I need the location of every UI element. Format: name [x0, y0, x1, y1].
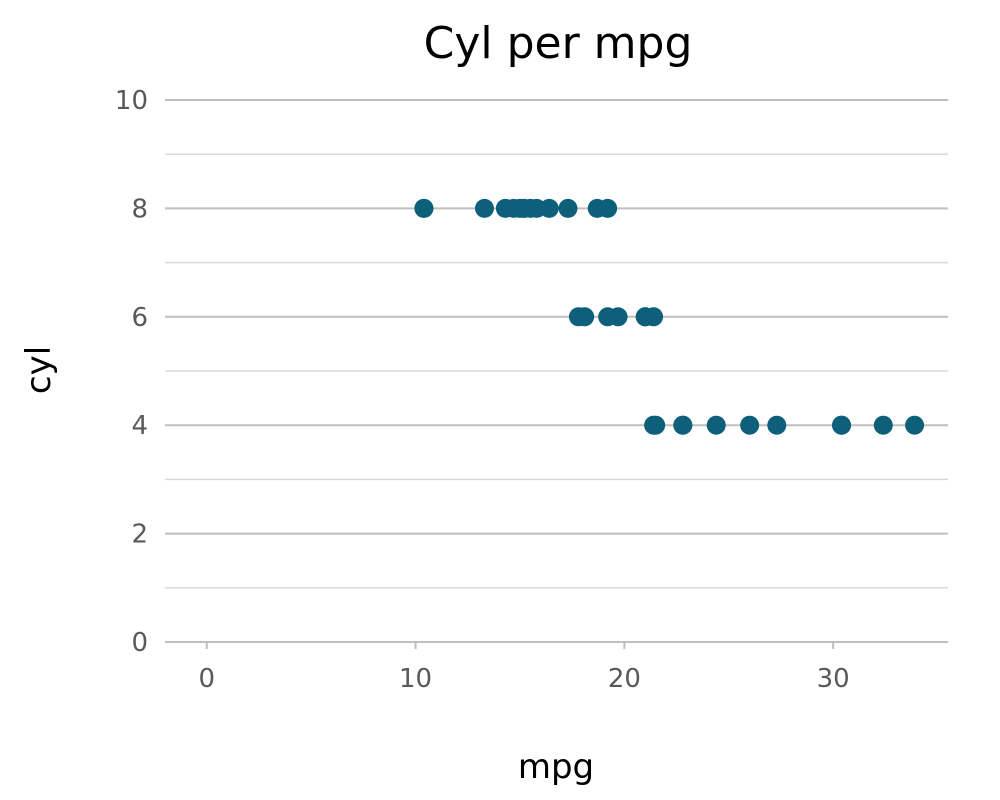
chart-title: Cyl per mpg: [424, 18, 693, 69]
data-point: [568, 307, 588, 327]
y-tick-label: 0: [131, 628, 148, 658]
y-tick-label: 8: [131, 194, 148, 224]
data-point: [644, 415, 664, 435]
x-tick-label: 0: [198, 664, 215, 694]
data-point: [414, 198, 434, 218]
data-point: [832, 415, 852, 435]
data-points: [414, 198, 925, 435]
y-tick-label: 4: [131, 411, 148, 441]
x-axis-label: mpg: [518, 747, 594, 787]
y-tick-label: 10: [115, 86, 148, 116]
x-tick-label: 20: [608, 664, 641, 694]
x-tick-label: 30: [817, 664, 850, 694]
data-point: [527, 198, 547, 218]
data-point: [706, 415, 726, 435]
data-point: [558, 198, 578, 218]
y-axis-label: cyl: [19, 346, 59, 394]
data-point: [644, 307, 664, 327]
y-tick-label: 2: [131, 520, 148, 550]
data-point: [905, 415, 925, 435]
x-tick-label: 10: [399, 664, 432, 694]
y-tick-label: 6: [131, 303, 148, 333]
axes: [165, 641, 948, 649]
data-point: [474, 198, 494, 218]
data-point: [873, 415, 893, 435]
data-point: [673, 415, 693, 435]
data-point: [740, 415, 760, 435]
data-point: [598, 198, 618, 218]
data-point: [510, 198, 530, 218]
data-point: [608, 307, 628, 327]
data-point: [767, 415, 787, 435]
tick-labels: 0 10 20 30 0 2 4 6 8 10: [115, 86, 850, 694]
gridlines: [165, 99, 948, 589]
